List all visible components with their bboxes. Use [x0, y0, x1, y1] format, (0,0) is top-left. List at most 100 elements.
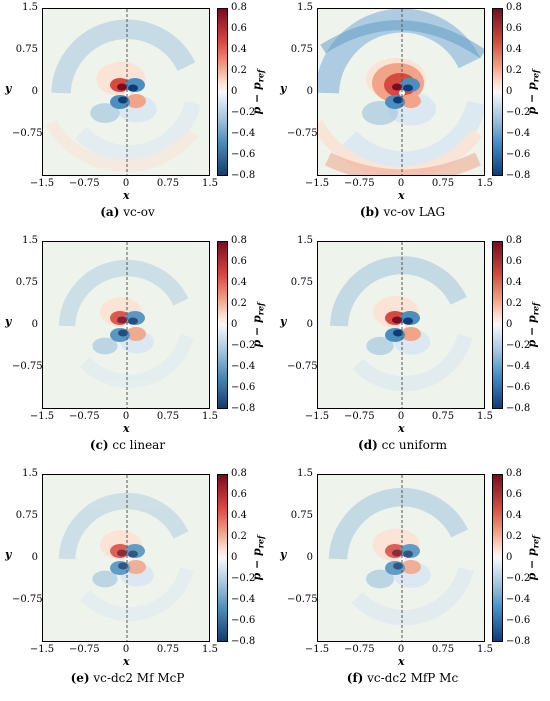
y-tick-label: 0.75 — [15, 44, 38, 55]
y-tick-label: 0 — [31, 86, 38, 97]
negative-core — [393, 96, 403, 104]
y-tick-label: 0 — [306, 319, 313, 330]
colorbar-tick-label: 0.4 — [231, 277, 247, 288]
caption-tag: (f) — [346, 671, 364, 685]
x-tick-label: −1.5 — [304, 411, 330, 422]
core-quadrupole-a — [110, 78, 146, 109]
y-tick-label: 0.75 — [290, 277, 313, 288]
colorbar-e — [217, 474, 228, 642]
x-tick-label: −1.5 — [304, 644, 330, 655]
colorbar-tick-label: −0.2 — [506, 573, 531, 584]
colorbar-c — [217, 241, 228, 409]
colorbar-tick-label: 0.6 — [231, 489, 247, 500]
panel-f: 1.5 0.75 0 −0.75 −1.5 −0.75 0 0.75 1.5 x y 0.8 0.6 0.… — [275, 466, 550, 699]
colorbar-tick-label: 0.6 — [231, 23, 247, 34]
vortex-center — [399, 323, 405, 329]
negative-lobe — [90, 103, 120, 123]
y-tick-label: 0 — [31, 319, 38, 330]
negative-band — [79, 567, 194, 622]
x-tick-label: −0.75 — [69, 411, 100, 422]
x-tick-label: 1.5 — [202, 178, 218, 189]
positive-core — [392, 549, 402, 557]
x-tick-label: −1.5 — [29, 644, 55, 655]
colorbar-tick-label: 0.4 — [506, 44, 522, 55]
negative-band — [342, 100, 484, 172]
negative-band — [74, 100, 201, 162]
y-axis-label: y — [5, 315, 12, 328]
colorbar-tick-label: −0.8 — [506, 403, 531, 414]
colorbar-tick-label: −0.2 — [231, 340, 256, 351]
x-axis-label: x — [398, 422, 405, 435]
negative-core — [403, 317, 413, 325]
pressure-bands-a — [45, 19, 201, 172]
colorbar-tick-label: 0.6 — [506, 489, 522, 500]
colorbar-tick-label: 0 — [231, 86, 238, 97]
colorbar-tick-label: 0.6 — [231, 256, 247, 267]
colorbar-tick-label: 0.2 — [231, 531, 247, 542]
caption-tag: (e) — [70, 671, 90, 685]
panel-caption-d: (d) cc uniform — [275, 438, 530, 452]
y-axis-label: y — [280, 548, 287, 561]
pressure-bands-d — [330, 256, 473, 392]
colorbar-tick-label: 0.8 — [231, 468, 247, 479]
colorbar-tick-label: −0.8 — [231, 403, 256, 414]
x-tick-label: 0 — [122, 644, 130, 655]
colorbar-tick-label: −0.6 — [506, 615, 531, 626]
colorbar-tick-label: −0.4 — [231, 361, 256, 372]
colorbar-tick-label: −0.4 — [506, 128, 531, 139]
contour-svg-c — [43, 242, 209, 408]
x-tick-label: 0.75 — [431, 411, 455, 422]
contour-plot-c — [42, 241, 210, 409]
core-quadrupole-c — [110, 311, 146, 342]
panel-caption-f: (f) vc-dc2 MfP Mc — [275, 671, 530, 685]
negative-core — [128, 317, 138, 325]
colorbar-tick-label: −0.6 — [231, 149, 256, 160]
contour-plot-e — [42, 474, 210, 642]
y-tick-label: 1.5 — [22, 468, 38, 479]
panel-caption-e: (e) vc-dc2 Mf McP — [0, 671, 255, 685]
colorbar-tick-label: 0 — [506, 319, 513, 330]
x-tick-label: −0.75 — [344, 178, 375, 189]
colorbar-tick-label: −0.4 — [506, 361, 531, 372]
positive-band — [325, 152, 481, 175]
y-axis-label: y — [5, 548, 12, 561]
negative-core — [128, 84, 138, 92]
contour-plot-d — [317, 241, 485, 409]
x-tick-label: −0.75 — [344, 411, 375, 422]
colorbar-tick-label: −0.2 — [506, 107, 531, 118]
y-tick-label: 1.5 — [297, 235, 313, 246]
colorbar-tick-label: −0.2 — [231, 107, 256, 118]
colorbar-label-text: p − p — [525, 315, 539, 348]
caption-text: cc linear — [112, 438, 166, 452]
colorbar-tick-label: −0.8 — [506, 636, 531, 647]
x-tick-label: 0 — [397, 411, 405, 422]
colorbar-tick-label: 0.8 — [506, 2, 522, 13]
negative-core — [393, 329, 403, 337]
caption-tag: (b) — [359, 205, 380, 219]
colorbar-tick-label: 0.8 — [231, 235, 247, 246]
contour-svg-f — [318, 475, 484, 641]
positive-lobe — [126, 560, 146, 574]
core-quadrupole-e — [110, 544, 146, 575]
positive-lobe — [401, 327, 421, 341]
y-tick-label: 1.5 — [297, 468, 313, 479]
colorbar-tick-label: −0.2 — [506, 340, 531, 351]
colorbar-tick-label: 0.2 — [231, 65, 247, 76]
negative-band — [58, 492, 189, 560]
colorbar-tick-label: 0.8 — [506, 468, 522, 479]
colorbar-label-text: p − p — [525, 82, 539, 115]
positive-core — [117, 83, 127, 91]
panel-e: 1.5 0.75 0 −0.75 −1.5 −0.75 0 0.75 1.5 x y 0.8 0.6 0.… — [0, 466, 275, 699]
x-tick-label: 1.5 — [477, 178, 493, 189]
caption-text: vc-dc2 Mf McP — [93, 671, 185, 685]
vortex-center — [399, 556, 405, 562]
x-axis-label: x — [123, 422, 130, 435]
y-tick-label: 0.75 — [15, 277, 38, 288]
x-tick-label: 0 — [397, 178, 405, 189]
colorbar-tick-label: −0.2 — [231, 573, 256, 584]
colorbar-tick-label: −0.8 — [231, 170, 256, 181]
contour-svg-b — [318, 9, 484, 175]
x-tick-label: 0 — [397, 644, 405, 655]
y-tick-label: −0.75 — [287, 361, 318, 372]
caption-tag: (a) — [100, 205, 120, 219]
